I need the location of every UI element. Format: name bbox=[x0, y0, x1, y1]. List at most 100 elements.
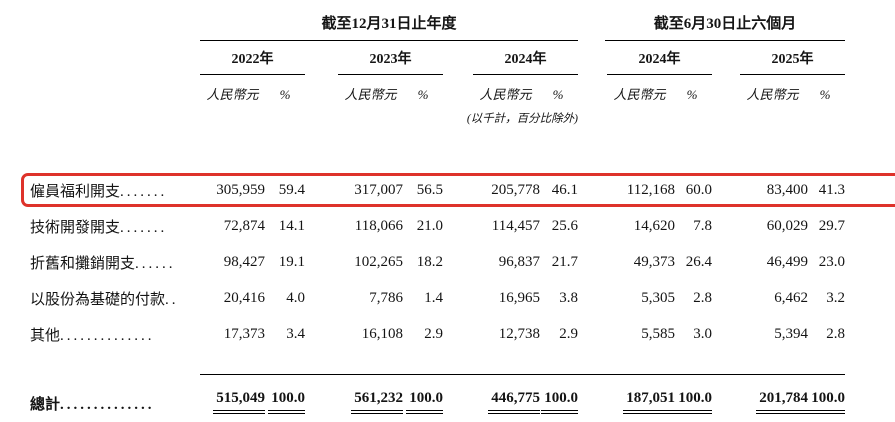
row-label: 其他.............. bbox=[30, 327, 155, 344]
subheader-percent: % bbox=[417, 87, 429, 102]
subheader-percent: % bbox=[686, 87, 698, 102]
year-2022-underline: 2022年 bbox=[200, 48, 305, 75]
leader-dots: .............. bbox=[60, 327, 155, 344]
year-header-2025: 2025年 bbox=[771, 52, 814, 67]
leader-dots: .. bbox=[165, 291, 179, 308]
value-cell: 83,400 bbox=[766, 181, 808, 198]
value-cell: 46.1 bbox=[551, 181, 578, 198]
subheader-currency: 人民幣元 bbox=[206, 87, 259, 102]
group-annual: 截至12月31日止年度 bbox=[200, 12, 578, 41]
value-cell: 18.2 bbox=[416, 253, 443, 270]
subheader-percent: % bbox=[819, 87, 831, 102]
group-header-interim: 截至6月30日止六個月 bbox=[653, 16, 797, 32]
value-cell: 5,305 bbox=[641, 289, 675, 306]
value-cell: 6,462 bbox=[774, 289, 808, 306]
value-cell: 102,265 bbox=[354, 253, 403, 270]
value-cell: 21.0 bbox=[416, 217, 443, 234]
value-cell: 3.2 bbox=[826, 289, 845, 306]
subheader-currency: 人民幣元 bbox=[746, 87, 799, 102]
subheader-percent: % bbox=[552, 87, 564, 102]
total-value: 515,049 bbox=[213, 390, 265, 414]
value-cell: 25.6 bbox=[551, 217, 578, 234]
subheader-currency: 人民幣元 bbox=[613, 87, 666, 102]
value-cell: 14.1 bbox=[278, 217, 305, 234]
group-header-annual: 截至12月31日止年度 bbox=[321, 16, 457, 32]
value-cell: 2.8 bbox=[826, 325, 845, 342]
year-2023-underline: 2023年 bbox=[338, 48, 443, 75]
value-cell: 19.1 bbox=[278, 253, 305, 270]
total-value: 100.0 bbox=[268, 390, 305, 414]
value-cell: 20,416 bbox=[223, 289, 265, 306]
total-value: 100.0 bbox=[675, 390, 712, 414]
year-header-2022: 2022年 bbox=[231, 52, 274, 67]
leader-dots: .............. bbox=[60, 397, 155, 413]
row-label-total: 總計.............. bbox=[30, 397, 155, 413]
total-value: 446,775 bbox=[488, 390, 540, 414]
value-cell: 118,066 bbox=[354, 217, 403, 234]
value-cell: 17,373 bbox=[223, 325, 265, 342]
subheader-percent: % bbox=[279, 87, 291, 102]
table-row-total: 總計.............. 515,049 100.0 561,232 1… bbox=[30, 380, 895, 414]
total-top-rule-row bbox=[30, 374, 895, 375]
value-cell: 3.8 bbox=[559, 289, 578, 306]
value-cell: 317,007 bbox=[354, 181, 403, 198]
value-cell: 5,394 bbox=[774, 325, 808, 342]
value-cell: 3.0 bbox=[693, 325, 712, 342]
table-row-others: 其他.............. 17,373 3.4 16,108 2.9 1… bbox=[30, 316, 895, 352]
value-cell: 5,585 bbox=[641, 325, 675, 342]
year-2025-underline: 2025年 bbox=[740, 48, 845, 75]
leader-dots: ....... bbox=[120, 183, 168, 200]
value-cell: 205,778 bbox=[491, 181, 540, 198]
group-interim: 截至6月30日止六個月 bbox=[578, 12, 845, 41]
value-cell: 29.7 bbox=[818, 217, 845, 234]
value-cell: 3.4 bbox=[286, 325, 305, 342]
value-cell: 112,168 bbox=[626, 181, 675, 198]
table-row-employee-benefits: 僱員福利開支....... 305,959 59.4 317,007 56.5 … bbox=[21, 172, 895, 208]
value-cell: 21.7 bbox=[551, 253, 578, 270]
value-cell: 23.0 bbox=[818, 253, 845, 270]
group-header-row: 截至12月31日止年度 截至6月30日止六個月 bbox=[30, 12, 895, 41]
total-value: 100.0 bbox=[808, 390, 845, 414]
table-row-share-based-payments: 以股份為基礎的付款.. 20,416 4.0 7,786 1.4 16,965 … bbox=[30, 280, 895, 316]
value-cell: 56.5 bbox=[416, 181, 443, 198]
table-row-depreciation-amortisation: 折舊和攤銷開支...... 98,427 19.1 102,265 18.2 9… bbox=[30, 244, 895, 280]
value-cell: 98,427 bbox=[223, 253, 265, 270]
subheader-currency: 人民幣元 bbox=[479, 87, 532, 102]
group-interim-underline: 截至6月30日止六個月 bbox=[605, 12, 845, 41]
year-2024-underline: 2024年 bbox=[473, 48, 578, 75]
total-top-rule bbox=[200, 374, 845, 375]
value-cell: 16,965 bbox=[498, 289, 540, 306]
total-value: 201,784 bbox=[756, 390, 808, 414]
row-label: 僱員福利開支....... bbox=[30, 183, 168, 200]
value-cell: 49,373 bbox=[633, 253, 675, 270]
units-note: (以千計，百分比除外) bbox=[466, 113, 578, 125]
row-label: 技術開發開支....... bbox=[30, 219, 168, 236]
value-cell: 305,959 bbox=[216, 181, 265, 198]
value-cell: 4.0 bbox=[286, 289, 305, 306]
leader-dots: ....... bbox=[120, 219, 168, 236]
value-cell: 60,029 bbox=[766, 217, 808, 234]
value-cell: 2.8 bbox=[693, 289, 712, 306]
value-cell: 1.4 bbox=[424, 289, 443, 306]
total-value: 187,051 bbox=[623, 390, 675, 414]
subheader-currency: 人民幣元 bbox=[344, 87, 397, 102]
value-cell: 96,837 bbox=[498, 253, 540, 270]
total-value: 100.0 bbox=[541, 390, 578, 414]
value-cell: 46,499 bbox=[766, 253, 808, 270]
year-header-2023: 2023年 bbox=[369, 52, 412, 67]
value-cell: 2.9 bbox=[424, 325, 443, 342]
row-label: 以股份為基礎的付款.. bbox=[30, 291, 179, 308]
year-header-2024-interim: 2024年 bbox=[638, 52, 681, 67]
value-cell: 12,738 bbox=[498, 325, 540, 342]
table-row-tech-development: 技術開發開支....... 72,874 14.1 118,066 21.0 1… bbox=[30, 208, 895, 244]
value-cell: 60.0 bbox=[685, 181, 712, 198]
value-cell: 16,108 bbox=[361, 325, 403, 342]
group-annual-underline: 截至12月31日止年度 bbox=[200, 12, 578, 41]
year-2024-interim-underline: 2024年 bbox=[607, 48, 712, 75]
value-cell: 7.8 bbox=[693, 217, 712, 234]
year-header-2024: 2024年 bbox=[504, 52, 547, 67]
value-cell: 7,786 bbox=[369, 289, 403, 306]
value-cell: 114,457 bbox=[491, 217, 540, 234]
total-value: 561,232 bbox=[351, 390, 403, 414]
